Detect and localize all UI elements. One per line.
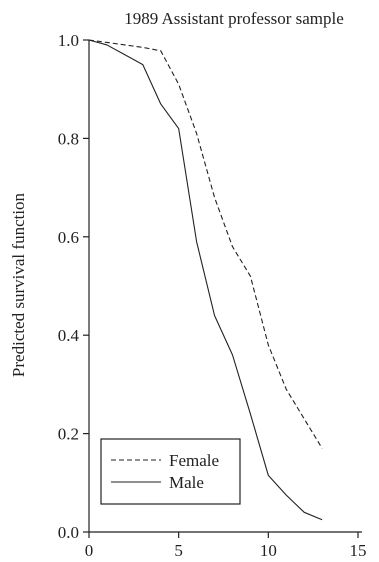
chart-title: 1989 Assistant professor sample bbox=[124, 9, 344, 28]
legend: Female Male bbox=[100, 438, 241, 505]
y-tick-label: 0.0 bbox=[58, 523, 79, 542]
legend-box bbox=[100, 438, 241, 505]
y-axis-label: Predicted survival function bbox=[9, 192, 28, 377]
y-tick-label: 0.8 bbox=[58, 129, 79, 148]
series-line-male bbox=[88, 39, 323, 521]
series-line-female bbox=[88, 39, 323, 449]
x-tick-label: 15 bbox=[350, 541, 367, 560]
x-tick-label: 10 bbox=[260, 541, 277, 560]
y-tick-label: 0.2 bbox=[58, 425, 79, 444]
y-tick-label: 0.6 bbox=[58, 228, 79, 247]
legend-label-female: Female bbox=[169, 451, 219, 470]
x-tick-label: 0 bbox=[85, 541, 94, 560]
x-tick-label: 5 bbox=[174, 541, 183, 560]
y-tick-label: 1.0 bbox=[58, 31, 79, 50]
axes: 0 5 10 15 0.0 0.2 0.4 0.6 0.8 1.0 bbox=[58, 31, 367, 560]
series-layer bbox=[88, 39, 323, 521]
legend-label-male: Male bbox=[169, 473, 204, 492]
y-tick-label: 0.4 bbox=[58, 326, 80, 345]
